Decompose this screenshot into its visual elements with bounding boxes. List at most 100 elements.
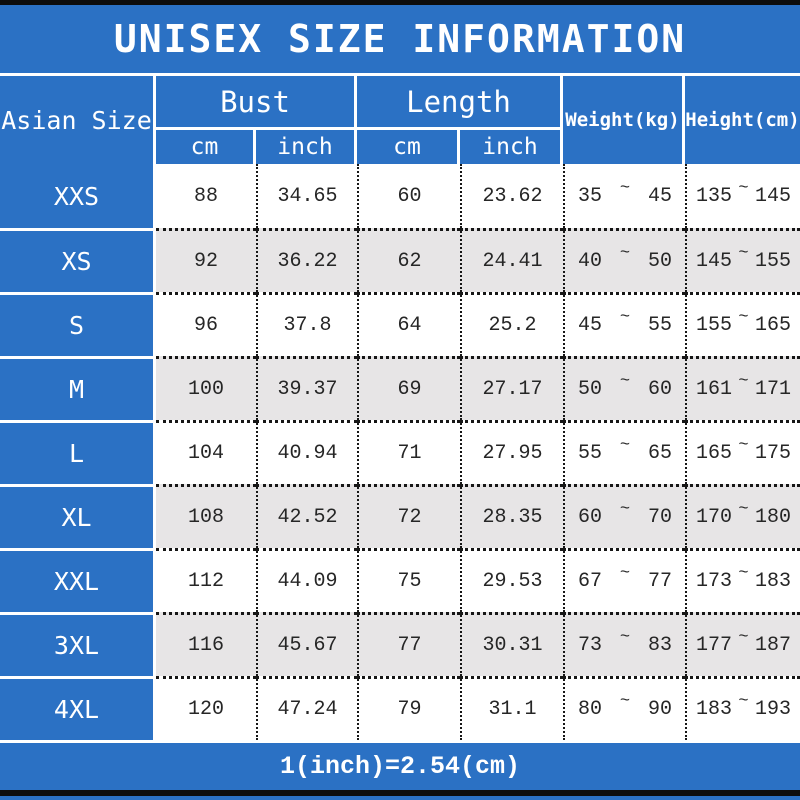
weight-min-value: 60 <box>578 506 603 529</box>
header-cell-length: Length <box>357 76 563 130</box>
length-cm-value: 72 <box>357 484 460 548</box>
height-max-value: 193 <box>754 698 791 721</box>
header-cell-bust: Bust <box>156 76 357 130</box>
weight-min-value: 67 <box>578 570 603 593</box>
height-max-value: 171 <box>754 378 791 401</box>
table-row: M 100 39.37 69 27.17 50 ~ 60 161 ~ 171 <box>0 356 800 420</box>
height-max-value: 187 <box>754 634 791 657</box>
bust-inch-value: 40.94 <box>256 420 357 484</box>
weight-range: 45 ~ 55 <box>563 292 685 356</box>
bust-inch-value: 36.22 <box>256 228 357 292</box>
length-cm-value: 75 <box>357 548 460 612</box>
size-label: 4XL <box>0 676 156 740</box>
range-tilde: ~ <box>738 308 749 328</box>
range-tilde: ~ <box>738 436 749 456</box>
length-cm-value: 62 <box>357 228 460 292</box>
bust-cm-value: 88 <box>156 164 256 228</box>
height-max-value: 175 <box>754 442 791 465</box>
footer-bar: 1(inch)=2.54(cm) <box>0 743 800 790</box>
header-cell-height: Height(cm) <box>685 109 800 131</box>
weight-max-value: 77 <box>647 570 672 593</box>
range-tilde: ~ <box>619 372 631 392</box>
table-row: XL 108 42.52 72 28.35 60 ~ 70 170 ~ 180 <box>0 484 800 548</box>
bust-cm-value: 112 <box>156 548 256 612</box>
header-cell-bust-cm: cm <box>156 130 256 164</box>
height-max-value: 165 <box>754 314 791 337</box>
height-range: 135 ~ 145 <box>685 164 800 228</box>
bust-inch-value: 44.09 <box>256 548 357 612</box>
height-range: 165 ~ 175 <box>685 420 800 484</box>
bust-cm-value: 116 <box>156 612 256 676</box>
table-row: XXL 112 44.09 75 29.53 67 ~ 77 173 ~ 183 <box>0 548 800 612</box>
bust-inch-value: 45.67 <box>256 612 357 676</box>
top-border-line <box>0 0 800 5</box>
weight-max-value: 90 <box>647 698 672 721</box>
range-tilde: ~ <box>738 628 749 648</box>
size-table-header: Asian Size Bust Length Weight(kg) Height… <box>0 73 800 164</box>
bust-inch-value: 34.65 <box>256 164 357 228</box>
length-cm-value: 64 <box>357 292 460 356</box>
table-row: 4XL 120 47.24 79 31.1 80 ~ 90 183 ~ 193 <box>0 676 800 740</box>
bottom-border-line <box>0 790 800 796</box>
bust-cm-value: 104 <box>156 420 256 484</box>
title-bar: UNISEX SIZE INFORMATION <box>0 5 800 73</box>
range-tilde: ~ <box>619 178 631 198</box>
page-title: UNISEX SIZE INFORMATION <box>113 17 687 61</box>
length-cm-value: 71 <box>357 420 460 484</box>
bust-cm-value: 108 <box>156 484 256 548</box>
range-tilde: ~ <box>738 178 749 198</box>
header-cell-length-cm: cm <box>357 130 460 164</box>
size-label: XXS <box>0 164 156 228</box>
weight-range: 73 ~ 83 <box>563 612 685 676</box>
range-tilde: ~ <box>738 692 749 712</box>
height-min-value: 173 <box>696 570 733 593</box>
weight-range: 55 ~ 65 <box>563 420 685 484</box>
header-cell-weight: Weight(kg) <box>563 76 685 164</box>
height-range: 170 ~ 180 <box>685 484 800 548</box>
bust-cm-value: 100 <box>156 356 256 420</box>
bust-cm-value: 92 <box>156 228 256 292</box>
range-tilde: ~ <box>619 244 631 264</box>
height-range: 173 ~ 183 <box>685 548 800 612</box>
length-cm-value: 79 <box>357 676 460 740</box>
range-tilde: ~ <box>738 372 749 392</box>
height-min-value: 183 <box>696 698 733 721</box>
table-row: S 96 37.8 64 25.2 45 ~ 55 155 ~ 165 <box>0 292 800 356</box>
weight-max-value: 83 <box>647 634 672 657</box>
range-tilde: ~ <box>619 628 631 648</box>
size-label: L <box>0 420 156 484</box>
weight-max-value: 45 <box>647 184 672 208</box>
header-cell-asian-size: Asian Size <box>0 76 156 164</box>
table-row: XXS 88 34.65 60 23.62 35 ~ 45 135 ~ 145 <box>0 164 800 228</box>
height-range: 183 ~ 193 <box>685 676 800 740</box>
length-inch-value: 31.1 <box>460 676 563 740</box>
range-tilde: ~ <box>619 692 631 712</box>
size-label: M <box>0 356 156 420</box>
bust-cm-value: 96 <box>156 292 256 356</box>
range-tilde: ~ <box>619 500 631 520</box>
height-max-value: 145 <box>754 184 791 208</box>
height-range: 161 ~ 171 <box>685 356 800 420</box>
weight-range: 50 ~ 60 <box>563 356 685 420</box>
height-max-value: 180 <box>754 506 791 529</box>
bust-inch-value: 39.37 <box>256 356 357 420</box>
weight-min-value: 55 <box>578 442 603 465</box>
weight-min-value: 50 <box>578 378 603 401</box>
range-tilde: ~ <box>738 564 749 584</box>
size-label: S <box>0 292 156 356</box>
weight-min-value: 40 <box>578 250 603 273</box>
footer-divider <box>0 740 800 743</box>
size-label: XXL <box>0 548 156 612</box>
bust-cm-value: 120 <box>156 676 256 740</box>
size-label: XL <box>0 484 156 548</box>
bust-inch-value: 37.8 <box>256 292 357 356</box>
bottom-accent-strip <box>0 796 800 800</box>
weight-min-value: 45 <box>578 314 603 337</box>
range-tilde: ~ <box>738 500 749 520</box>
height-min-value: 145 <box>696 250 733 273</box>
weight-min-value: 35 <box>578 184 603 208</box>
height-min-value: 165 <box>696 442 733 465</box>
weight-max-value: 60 <box>647 378 672 401</box>
weight-min-value: 73 <box>578 634 603 657</box>
